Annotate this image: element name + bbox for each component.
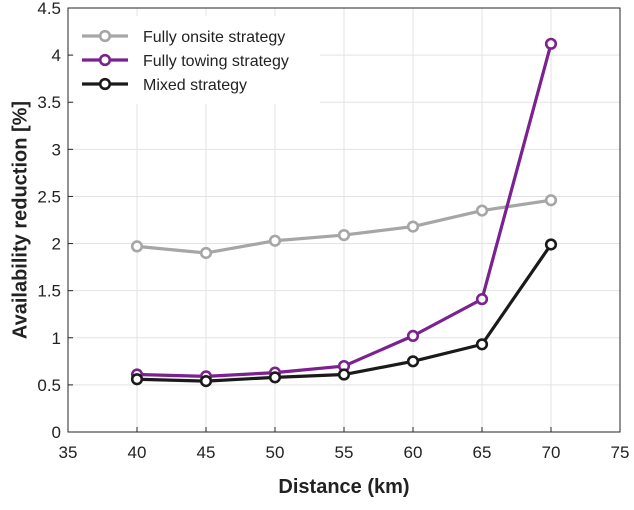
- data-point: [337, 368, 351, 381]
- legend-marker: [98, 53, 112, 67]
- y-axis-ticks: 0 0.5 1 1.5 2 2.5 3 3.5 4 4.5: [37, 0, 73, 442]
- data-point: [130, 240, 144, 253]
- data-point: [337, 228, 351, 242]
- legend-label: Fully towing strategy: [143, 53, 289, 70]
- data-point: [544, 37, 558, 50]
- legend-item: Mixed strategy: [82, 77, 247, 94]
- legend: Fully onsite strategy Fully towing strate…: [74, 16, 320, 104]
- data-point: [544, 238, 558, 251]
- x-tick-label: 40: [128, 443, 147, 462]
- y-tick-label: 0.5: [37, 376, 61, 395]
- data-point: [130, 373, 144, 386]
- data-point: [475, 204, 489, 217]
- y-tick-label: 3: [52, 140, 61, 159]
- series-1: [130, 194, 558, 260]
- y-tick-label: 4.5: [37, 0, 61, 18]
- y-tick-label: 1: [52, 329, 61, 348]
- legend-marker: [98, 77, 112, 91]
- data-point: [475, 338, 489, 351]
- data-point: [406, 220, 420, 233]
- x-tick-label: 50: [266, 443, 285, 462]
- x-tick-label: 65: [473, 443, 492, 462]
- y-tick-label: 2: [52, 235, 61, 254]
- series-3: [130, 238, 558, 388]
- y-tick-label: 4: [52, 46, 61, 65]
- x-tick-label: 75: [611, 443, 630, 462]
- y-tick-label: 1.5: [37, 282, 61, 301]
- data-point: [268, 234, 282, 247]
- legend-item: Fully onsite strategy: [82, 29, 285, 46]
- data-point: [475, 293, 489, 306]
- x-tick-label: 60: [404, 443, 423, 462]
- x-axis-ticks: 35 40 45 50 55 60 65 70 75: [59, 427, 630, 462]
- y-tick-label: 3.5: [37, 93, 61, 112]
- legend-item: Fully towing strategy: [82, 53, 289, 70]
- data-point: [544, 194, 558, 207]
- data-point: [406, 329, 420, 342]
- y-tick-label: 2.5: [37, 187, 61, 206]
- data-point: [199, 375, 213, 388]
- series-group: [130, 37, 558, 388]
- y-tick-label: 0: [52, 423, 61, 442]
- x-tick-label: 35: [59, 443, 78, 462]
- legend-label: Fully onsite strategy: [143, 29, 285, 46]
- grid: [67, 7, 621, 433]
- legend-marker: [98, 29, 112, 43]
- x-tick-label: 45: [197, 443, 216, 462]
- y-axis-title: Availability reduction [%]: [9, 101, 31, 339]
- data-point: [199, 246, 213, 260]
- x-tick-label: 70: [542, 443, 561, 462]
- x-axis-title: Distance (km): [278, 476, 409, 498]
- x-tick-label: 55: [335, 443, 354, 462]
- data-point: [268, 371, 282, 384]
- legend-label: Mixed strategy: [143, 77, 247, 94]
- data-point: [406, 355, 420, 368]
